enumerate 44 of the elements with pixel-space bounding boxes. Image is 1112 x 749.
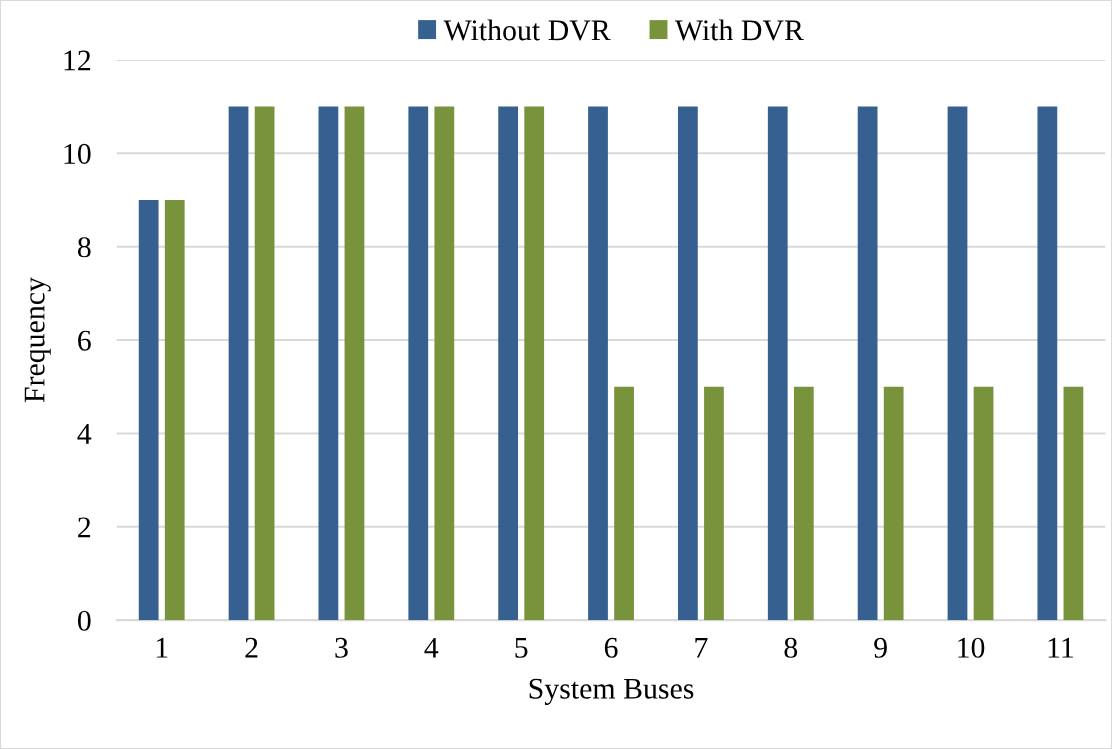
x-tick-label: 8 (784, 637, 798, 658)
x-tick-label: 5 (515, 638, 528, 658)
x-tick-label: 2 (245, 637, 258, 658)
bar (254, 106, 275, 621)
x-tick-label: 1 (156, 637, 168, 658)
x-tick-label: 10 (958, 637, 985, 658)
bar (344, 106, 365, 621)
bar (164, 199, 185, 621)
bar (228, 106, 249, 621)
y-tick-label: 10 (64, 143, 91, 164)
bar (138, 199, 159, 621)
bar (678, 106, 698, 621)
x-tick-label: 4 (424, 637, 439, 658)
bar (793, 386, 814, 621)
y-tick-label: 4 (77, 424, 92, 444)
bar (767, 106, 788, 621)
bar (434, 106, 455, 621)
x-tick-label: 9 (874, 637, 887, 658)
x-tick-label: 6 (604, 637, 618, 658)
y-tick-label: 12 (64, 50, 91, 71)
legend-label: With DVR (674, 19, 804, 41)
bar (614, 386, 634, 621)
bar (973, 386, 994, 621)
bar (704, 386, 724, 621)
y-tick-label: 8 (77, 237, 91, 258)
x-tick-label: 7 (695, 638, 708, 658)
bar (524, 106, 545, 621)
x-axis-title: System Buses (529, 678, 694, 705)
bar (883, 386, 904, 621)
x-tick-label: 3 (335, 637, 348, 658)
bar (318, 106, 339, 621)
bar (408, 106, 429, 621)
bar (1037, 106, 1058, 621)
bar (1063, 386, 1084, 621)
y-axis-title: Frequency (24, 277, 51, 403)
y-tick-label: 0 (77, 610, 91, 631)
bar (498, 106, 519, 621)
y-tick-label: 2 (78, 517, 91, 538)
y-tick-label: 6 (78, 330, 91, 351)
legend-label: Without DVR (443, 19, 611, 41)
x-tick-label: 11 (1048, 637, 1073, 658)
bar (857, 106, 878, 621)
bar (947, 106, 968, 621)
bar (588, 106, 608, 621)
